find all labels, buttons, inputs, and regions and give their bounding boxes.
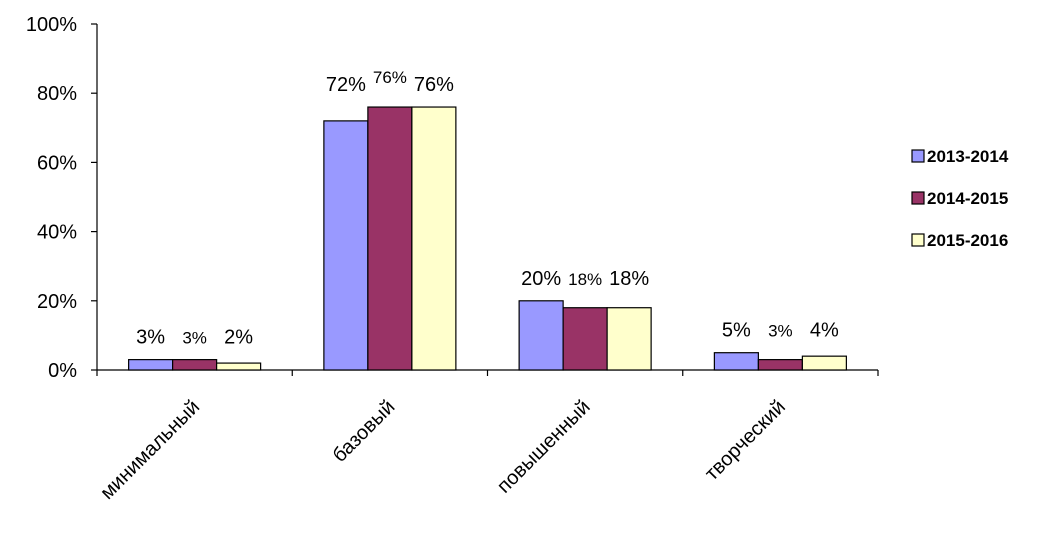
bar bbox=[411, 106, 457, 371]
data-label: 18% bbox=[609, 268, 649, 290]
bar bbox=[562, 307, 608, 371]
legend-swatch bbox=[911, 149, 925, 163]
data-label: 18% bbox=[568, 270, 602, 289]
x-category-label: творческий bbox=[701, 396, 790, 485]
x-category-label: повышенный bbox=[493, 396, 595, 498]
legend-label: 2014-2015 bbox=[927, 189, 1008, 208]
x-category-label: минимальный bbox=[96, 396, 204, 504]
data-label: 20% bbox=[521, 268, 561, 290]
data-label: 5% bbox=[722, 320, 751, 342]
legend-swatch bbox=[911, 191, 925, 205]
bars bbox=[128, 106, 847, 371]
data-label: 3% bbox=[136, 327, 165, 349]
legend-label: 2015-2016 bbox=[927, 231, 1008, 250]
legend-swatch bbox=[911, 233, 925, 247]
y-tick-label: 0% bbox=[48, 360, 77, 382]
y-tick-label: 40% bbox=[37, 222, 77, 244]
y-tick-label: 20% bbox=[37, 291, 77, 313]
data-labels: 3% 3% 2% 72% 76% 76% 20% 18% 18% 5% 3% 4% bbox=[136, 68, 839, 349]
legend-label: 2013-2014 bbox=[927, 147, 1009, 166]
data-label: 4% bbox=[810, 320, 839, 342]
data-label: 72% bbox=[326, 74, 366, 96]
data-label: 3% bbox=[182, 329, 207, 348]
data-label: 3% bbox=[768, 322, 793, 341]
bar bbox=[757, 359, 803, 371]
bar bbox=[518, 300, 564, 371]
legend: 2013-2014 2014-2015 2015-2016 bbox=[911, 147, 1009, 250]
y-axis: 0% 20% 40% 60% 80% 100% bbox=[26, 14, 98, 382]
y-tick-label: 60% bbox=[37, 152, 77, 174]
bar bbox=[801, 355, 847, 371]
data-label: 2% bbox=[224, 327, 253, 349]
bar bbox=[216, 362, 262, 371]
data-label: 76% bbox=[373, 68, 407, 87]
bar bbox=[367, 106, 413, 371]
bar bbox=[323, 120, 369, 371]
x-category-label: базовый bbox=[329, 396, 400, 467]
bar bbox=[172, 359, 218, 371]
bar bbox=[713, 352, 759, 371]
x-axis: минимальный базовый повышенный творческий bbox=[96, 369, 879, 504]
y-tick-label: 100% bbox=[26, 14, 77, 36]
data-label: 76% bbox=[414, 74, 454, 96]
bar bbox=[606, 307, 652, 371]
y-tick-label: 80% bbox=[37, 83, 77, 105]
bar bbox=[128, 359, 174, 371]
